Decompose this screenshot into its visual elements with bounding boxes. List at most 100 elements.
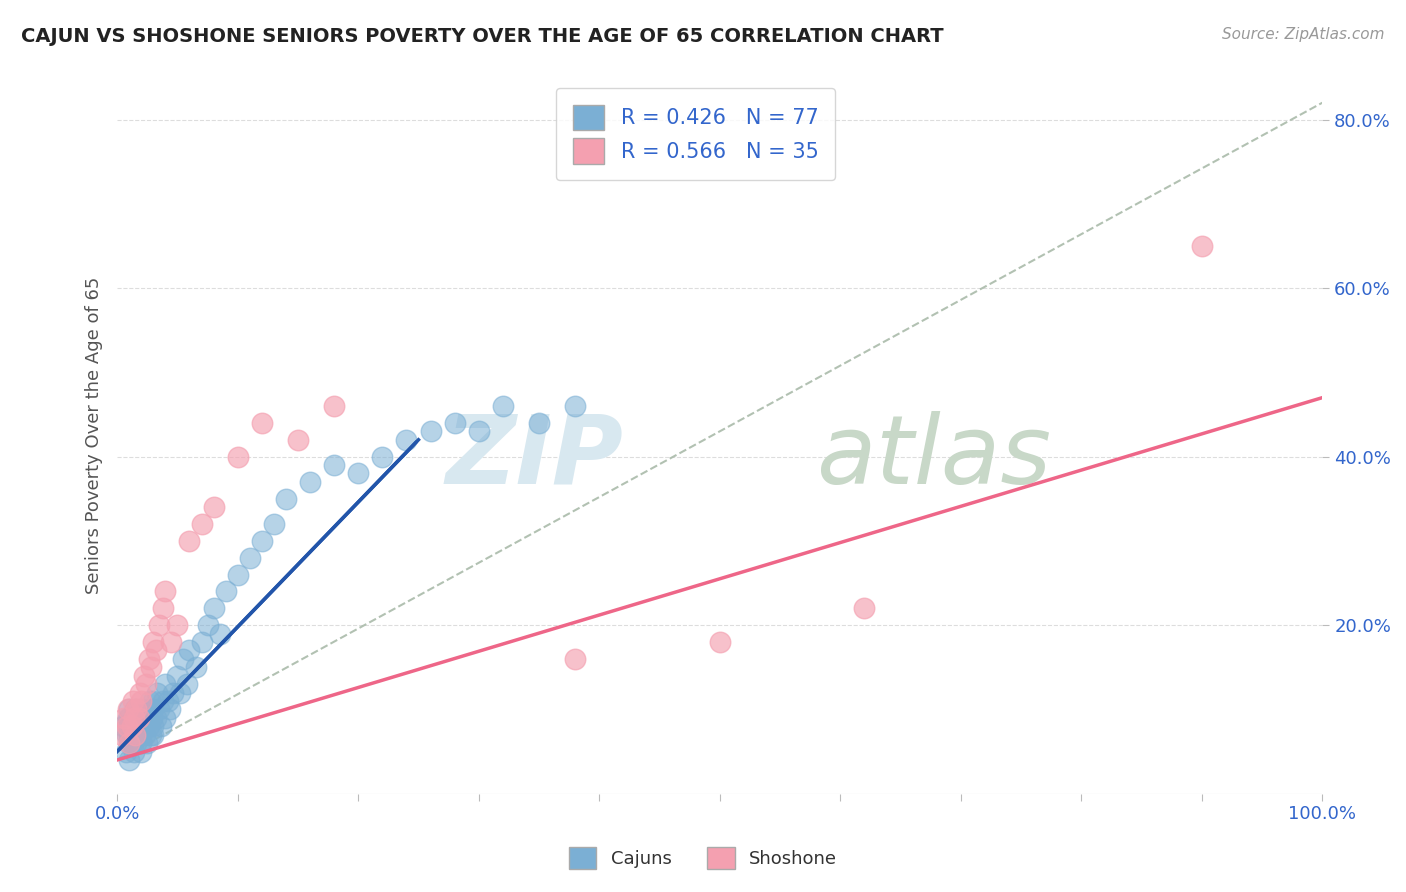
Point	[202, 601, 225, 615]
Legend: R = 0.426   N = 77, R = 0.566   N = 35: R = 0.426 N = 77, R = 0.566 N = 35	[557, 87, 835, 180]
Point	[250, 416, 273, 430]
Point	[166, 669, 188, 683]
Point	[128, 711, 150, 725]
Point	[145, 711, 167, 725]
Point	[112, 719, 135, 733]
Point	[564, 399, 586, 413]
Point	[134, 728, 156, 742]
Point	[112, 711, 135, 725]
Point	[129, 728, 152, 742]
Point	[121, 736, 143, 750]
Point	[184, 660, 207, 674]
Point	[492, 399, 515, 413]
Point	[129, 694, 152, 708]
Point	[141, 711, 163, 725]
Point	[323, 458, 346, 472]
Text: atlas: atlas	[815, 410, 1052, 504]
Point	[132, 719, 155, 733]
Point	[129, 711, 152, 725]
Point	[118, 736, 141, 750]
Point	[129, 736, 152, 750]
Point	[323, 399, 346, 413]
Point	[208, 626, 231, 640]
Point	[298, 475, 321, 489]
Point	[138, 652, 160, 666]
Point	[371, 450, 394, 464]
Text: Source: ZipAtlas.com: Source: ZipAtlas.com	[1222, 27, 1385, 42]
Point	[190, 635, 212, 649]
Point	[160, 635, 183, 649]
Point	[117, 702, 139, 716]
Point	[118, 702, 141, 716]
Point	[124, 702, 146, 716]
Point	[172, 652, 194, 666]
Point	[124, 728, 146, 742]
Point	[155, 584, 177, 599]
Point	[263, 516, 285, 531]
Point	[127, 719, 149, 733]
Point	[142, 702, 165, 716]
Point	[419, 425, 441, 439]
Point	[115, 719, 138, 733]
Point	[152, 694, 174, 708]
Point	[129, 745, 152, 759]
Point	[135, 677, 157, 691]
Point	[124, 728, 146, 742]
Point	[125, 736, 148, 750]
Point	[118, 736, 141, 750]
Point	[146, 685, 169, 699]
Point	[131, 711, 153, 725]
Point	[122, 711, 145, 725]
Point	[197, 618, 219, 632]
Point	[136, 702, 159, 716]
Point	[155, 677, 177, 691]
Point	[136, 736, 159, 750]
Point	[226, 567, 249, 582]
Text: CAJUN VS SHOSHONE SENIORS POVERTY OVER THE AGE OF 65 CORRELATION CHART: CAJUN VS SHOSHONE SENIORS POVERTY OVER T…	[21, 27, 943, 45]
Point	[138, 694, 160, 708]
Point	[274, 491, 297, 506]
Text: ZIP: ZIP	[446, 410, 623, 504]
Point	[148, 618, 170, 632]
Point	[139, 728, 162, 742]
Point	[129, 685, 152, 699]
Point	[142, 635, 165, 649]
Point	[121, 728, 143, 742]
Point	[128, 728, 150, 742]
Point	[115, 728, 138, 742]
Point	[214, 584, 236, 599]
Point	[166, 618, 188, 632]
Point	[145, 643, 167, 657]
Point	[239, 550, 262, 565]
Point	[111, 728, 134, 742]
Point	[202, 500, 225, 515]
Point	[121, 719, 143, 733]
Point	[129, 719, 152, 733]
Point	[138, 719, 160, 733]
Point	[139, 660, 162, 674]
Legend: Cajuns, Shoshone: Cajuns, Shoshone	[560, 838, 846, 879]
Point	[395, 433, 418, 447]
Point	[142, 728, 165, 742]
Point	[564, 652, 586, 666]
Point	[122, 745, 145, 759]
Point	[124, 711, 146, 725]
Point	[1191, 239, 1213, 253]
Point	[527, 416, 550, 430]
Point	[118, 719, 141, 733]
Point	[156, 694, 179, 708]
Point	[853, 601, 876, 615]
Point	[121, 694, 143, 708]
Point	[129, 702, 152, 716]
Point	[287, 433, 309, 447]
Point	[121, 719, 143, 733]
Point	[179, 533, 201, 548]
Point	[190, 516, 212, 531]
Point	[132, 669, 155, 683]
Point	[709, 635, 731, 649]
Point	[142, 694, 165, 708]
Point	[142, 719, 165, 733]
Point	[118, 753, 141, 767]
Point	[117, 711, 139, 725]
Y-axis label: Seniors Poverty Over the Age of 65: Seniors Poverty Over the Age of 65	[86, 277, 103, 594]
